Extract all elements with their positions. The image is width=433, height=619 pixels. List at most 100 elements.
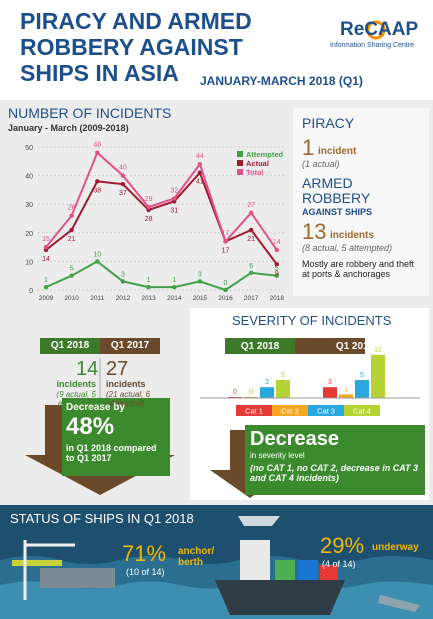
point — [120, 181, 126, 187]
severity-detail: (no CAT 1, no CAT 2, decrease in CAT 3 a… — [250, 463, 419, 483]
data-label: 48 — [93, 142, 101, 149]
container — [320, 565, 338, 580]
tab-label: Q1 2018 — [50, 340, 90, 351]
chart-subtitle: January - March (2009-2018) — [8, 123, 129, 133]
point — [120, 173, 126, 178]
point — [172, 284, 177, 290]
q1-2017-tab — [100, 338, 160, 354]
point — [223, 287, 228, 293]
x-tick-label: 2015 — [193, 295, 208, 302]
point — [248, 210, 254, 215]
underway-detail: (4 of 14) — [322, 559, 356, 569]
chart-title: NUMBER OF INCIDENTS — [8, 105, 172, 121]
ship — [40, 568, 115, 588]
point — [248, 270, 254, 276]
data-label: 29 — [145, 196, 153, 203]
title: PIRACY AND ARMED ROBBERY AGAINST SHIPS I… — [20, 8, 252, 86]
data-label: 3 — [328, 379, 332, 386]
point — [43, 244, 49, 250]
legend-label: Total — [246, 168, 263, 177]
legend-swatch — [272, 405, 308, 416]
ship-bridge — [240, 540, 270, 580]
x-tick-label: 2011 — [90, 295, 104, 302]
point — [274, 273, 279, 278]
x-tick-label: 2013 — [141, 295, 156, 302]
data-label: 14 — [273, 239, 281, 246]
logo-caption: Information Sharing Centre — [330, 42, 415, 49]
data-label: 31 — [170, 207, 178, 214]
count-2018: 14 — [76, 358, 99, 380]
bar — [260, 387, 274, 398]
data-label: 27 — [247, 202, 255, 209]
sev-q1-2017-tab — [295, 338, 365, 354]
data-label: 28 — [145, 216, 153, 223]
series-line — [45, 170, 278, 265]
legend-swatch — [344, 405, 380, 416]
x-tick-label: 2018 — [270, 295, 285, 302]
y-tick-label: 20 — [25, 231, 33, 238]
detail-2017: (21 actual, 6 attempted) — [106, 390, 151, 408]
y-tick-label: 30 — [25, 202, 33, 209]
point — [197, 279, 203, 284]
piracy-title: PIRACY — [302, 115, 355, 131]
boat — [238, 516, 280, 526]
data-label: 6 — [249, 263, 253, 270]
x-tick-label: 2012 — [116, 295, 131, 302]
data-label: 17 — [222, 247, 230, 254]
legend-swatch — [237, 169, 243, 175]
anchor-pct: 71% — [122, 541, 167, 566]
data-label: 1 — [344, 386, 348, 393]
robbery-detail: (8 actual, 5 attempted) — [302, 243, 393, 253]
x-tick-label: 2016 — [218, 295, 233, 302]
underway-label: underway — [372, 542, 419, 553]
severity-subline: in severity level — [250, 451, 305, 460]
decrease-label: Decrease by — [66, 402, 125, 413]
data-label: 21 — [247, 236, 255, 243]
data-label: 3 — [265, 379, 269, 386]
legend-label: Cat 3 — [317, 407, 335, 416]
data-label: 14 — [42, 256, 50, 263]
legend-label: Cat 2 — [281, 407, 299, 416]
bar — [339, 394, 353, 398]
note: Mostly are robbery and theft at ports & … — [302, 259, 415, 279]
point — [248, 227, 254, 233]
data-label: 12 — [374, 347, 382, 354]
point — [95, 150, 100, 155]
x-tick-label: 2017 — [244, 295, 259, 302]
robbery-count: 13 — [302, 219, 327, 244]
point — [274, 247, 279, 253]
bar — [276, 380, 290, 398]
group-label: Q1 2018 — [241, 341, 280, 352]
y-tick-label: 50 — [25, 145, 33, 152]
data-label: 15 — [42, 236, 50, 243]
data-label: 9 — [275, 270, 279, 277]
piracy-unit: incident — [318, 146, 357, 157]
legend-swatch — [236, 405, 272, 416]
point — [197, 161, 203, 167]
point — [172, 196, 177, 201]
decrease-value: 48% — [66, 413, 115, 440]
ship — [215, 580, 345, 615]
legend-swatch — [237, 160, 243, 166]
data-label: 0 — [233, 389, 237, 396]
data-label: 3 — [121, 271, 125, 278]
sev-q1-2018-tab — [225, 338, 295, 354]
count-2017: 27 — [106, 358, 129, 380]
data-label: 5 — [360, 372, 364, 379]
y-tick-label: 0 — [29, 288, 33, 295]
data-label: 1 — [172, 277, 176, 284]
period: JANUARY-MARCH 2018 (Q1) — [200, 74, 363, 88]
point — [197, 170, 203, 175]
underway-pct: 29% — [320, 533, 365, 558]
point — [43, 284, 49, 290]
robbery-subtitle: AGAINST SHIPS — [302, 207, 373, 217]
x-tick-label: 2010 — [64, 295, 79, 302]
y-tick-label: 10 — [25, 259, 33, 266]
logo-mark — [366, 20, 386, 40]
bar — [371, 354, 385, 398]
severity-box — [245, 425, 425, 495]
tab-label: Q1 2017 — [110, 340, 150, 351]
data-label: 1 — [147, 277, 151, 284]
point — [69, 213, 74, 218]
piracy-detail: (1 actual) — [302, 159, 340, 169]
